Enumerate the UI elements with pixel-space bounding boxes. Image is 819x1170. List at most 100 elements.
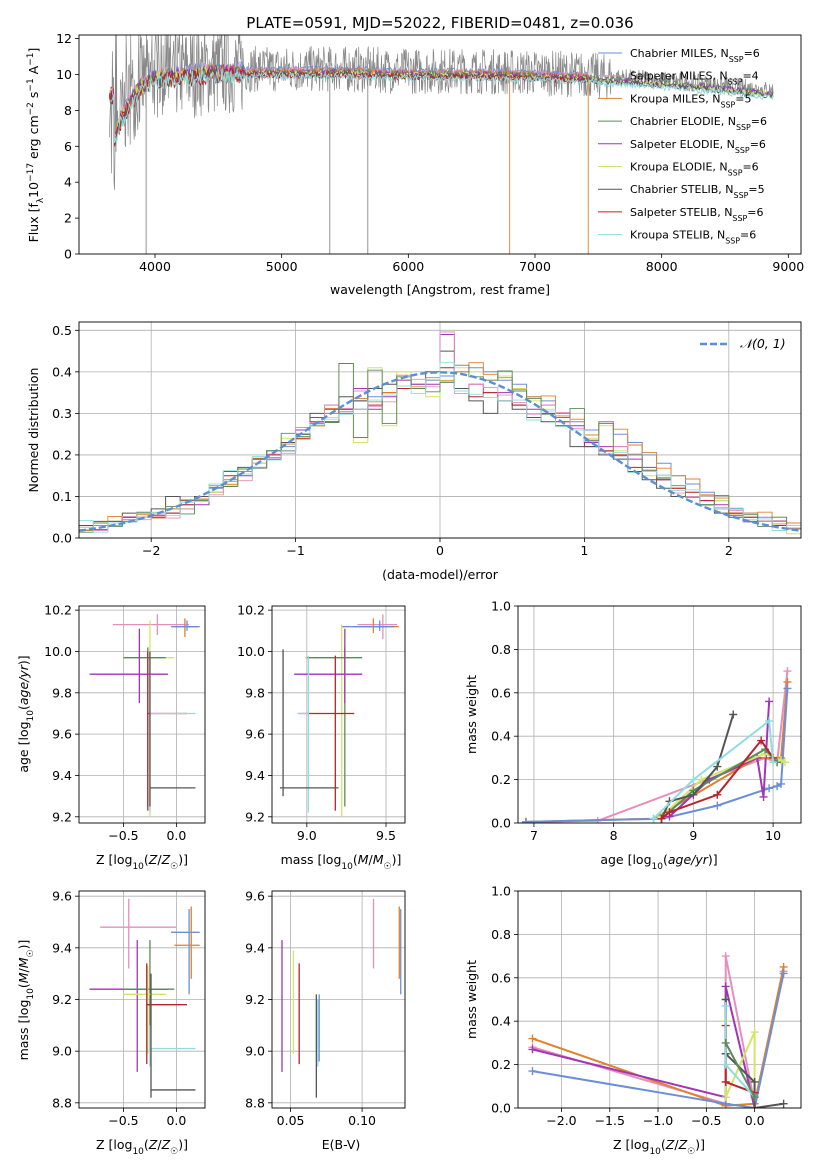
y-axis-label: mass [log10(M/M☉)] <box>16 940 36 1061</box>
legend-label: Salpeter MILES, NSSP=4 <box>630 70 759 87</box>
weight-marker <box>757 736 766 745</box>
label-part: Kroupa MILES, N <box>630 92 720 105</box>
gaussian-curve <box>79 371 801 532</box>
y-tick-label: 9.6 <box>52 889 72 904</box>
weight-line <box>525 681 789 823</box>
weight-marker <box>649 814 658 823</box>
label-part: / <box>157 852 162 867</box>
plot-area <box>79 331 801 538</box>
label-part: Z [ <box>96 852 113 867</box>
label-part: log <box>16 721 31 740</box>
model-spectrum <box>109 68 774 145</box>
label-part: Z <box>161 852 171 867</box>
y-tick-label: 0.0 <box>491 816 511 831</box>
legend-label: Kroupa STELIB, NSSP=6 <box>630 229 756 246</box>
y-tick-label: 0.6 <box>491 685 511 700</box>
x-tick-label: 1 <box>580 543 588 558</box>
y-axis-label: Flux [fλ10−17 erg cm−2 s−1 A−1] <box>26 48 46 243</box>
weight-line <box>724 1042 756 1098</box>
weight-marker <box>721 1077 730 1086</box>
y-tick-label: 10.0 <box>44 644 72 659</box>
label-part: λ <box>36 197 46 203</box>
label-part: ( <box>16 705 31 710</box>
label-part: SSP <box>725 236 740 245</box>
y-tick-label: 9.2 <box>52 992 72 1007</box>
x-tick-label: −0.5 <box>108 1113 138 1128</box>
legend-label: Salpeter ELODIE, NSSP=6 <box>630 138 766 155</box>
x-tick-label: 8 <box>610 828 618 843</box>
label-part: age/yr <box>16 664 31 705</box>
x-axis-label: Z [log10(Z/Z☉)] <box>613 1137 705 1157</box>
label-part: 10 <box>341 862 353 872</box>
axes-frame <box>271 890 406 1109</box>
x-tick-label: −1 <box>286 543 304 558</box>
plot-area <box>528 952 788 1108</box>
plot-area <box>279 614 399 817</box>
x-tick-label: −1.0 <box>643 1113 673 1128</box>
label-part: log <box>113 1137 132 1152</box>
plot-area <box>281 898 402 1098</box>
x-tick-label: 7000 <box>519 259 551 274</box>
model-spectrum <box>108 65 774 145</box>
legend-label: Salpeter STELIB, NSSP=6 <box>630 206 763 223</box>
weight-marker <box>781 758 790 767</box>
label-part: Z <box>148 1137 158 1152</box>
weight-marker <box>765 717 774 726</box>
y-tick-label: 0.2 <box>52 447 72 462</box>
y-tick-label: 1.0 <box>491 884 511 899</box>
axes-frame <box>517 890 802 1109</box>
y-tick-label: 9.4 <box>52 940 72 955</box>
y-tick-label: 0.2 <box>491 1057 511 1072</box>
y-tick-label: 9.6 <box>245 889 265 904</box>
label-part: )] <box>178 852 188 867</box>
legend-label: Chabrier STELIB, NSSP=5 <box>630 183 765 200</box>
label-part: =6 <box>747 206 763 219</box>
y-tick-label: 9.2 <box>245 809 265 824</box>
weight-marker <box>528 1034 537 1043</box>
y-tick-label: 0.0 <box>52 531 72 546</box>
label-part: )] <box>708 852 718 867</box>
weight-marker <box>721 1060 730 1069</box>
x-tick-label: 0.0 <box>745 1113 765 1128</box>
y-tick-label: 8 <box>64 103 72 118</box>
x-tick-label: 9.5 <box>376 828 396 843</box>
x-tick-label: 9000 <box>772 259 804 274</box>
label-part: ( <box>663 852 668 867</box>
label-part: / <box>369 852 374 867</box>
label-part: =6 <box>744 47 760 60</box>
plot-residuals: −2 −1 0 1 2 0.0 0.1 0.2 0.3 0.4 0.5 𝒩(0, 1) (data-mo… <box>26 321 802 582</box>
label-part: Chabrier MILES, N <box>630 47 729 60</box>
label-part: )] <box>178 1137 188 1152</box>
weight-marker <box>765 697 774 706</box>
label-part: 10 <box>132 862 144 872</box>
y-tick-label: 4 <box>64 175 72 190</box>
y-tick-label: 0.4 <box>491 1014 511 1029</box>
label-part: age [ <box>600 852 632 867</box>
label-part: 10 <box>649 1147 661 1157</box>
page-title: PLATE=0591, MJD=52022, FIBERID=0481, z=0… <box>246 14 633 32</box>
label-part: 10 <box>652 862 664 872</box>
plot-mass_vs_ebv: 0.05 0.10 8.8 9.0 9.2 9.4 9.6 E(B-V) <box>245 889 406 1152</box>
legend-label: Kroupa MILES, NSSP=5 <box>630 92 751 109</box>
label-part: age/yr <box>668 852 709 867</box>
weight-marker <box>721 1002 730 1011</box>
weight-marker <box>779 969 788 978</box>
weight-marker <box>713 790 722 799</box>
plot-spectrum: 4000 5000 6000 7000 8000 9000 0 2 4 6 8 10 12 wavelen… <box>26 31 804 297</box>
label-part: Z <box>665 1137 675 1152</box>
weight-marker <box>721 952 730 961</box>
label-part: =5 <box>735 92 751 105</box>
axes-frame <box>78 605 206 824</box>
y-tick-label: 0.4 <box>52 364 72 379</box>
y-axis-label: mass weight <box>464 675 479 754</box>
label-part: Salpeter STELIB, N <box>630 206 732 219</box>
label-part: )] <box>392 852 402 867</box>
x-tick-label: 10 <box>765 828 781 843</box>
weight-marker <box>729 710 738 719</box>
label-part: ( <box>661 1137 666 1152</box>
y-tick-label: 0.4 <box>491 729 511 744</box>
x-tick-label: 8000 <box>646 259 678 274</box>
x-tick-label: 6000 <box>392 259 424 274</box>
axes-frame <box>517 605 802 824</box>
y-tick-label: 10.2 <box>237 603 265 618</box>
